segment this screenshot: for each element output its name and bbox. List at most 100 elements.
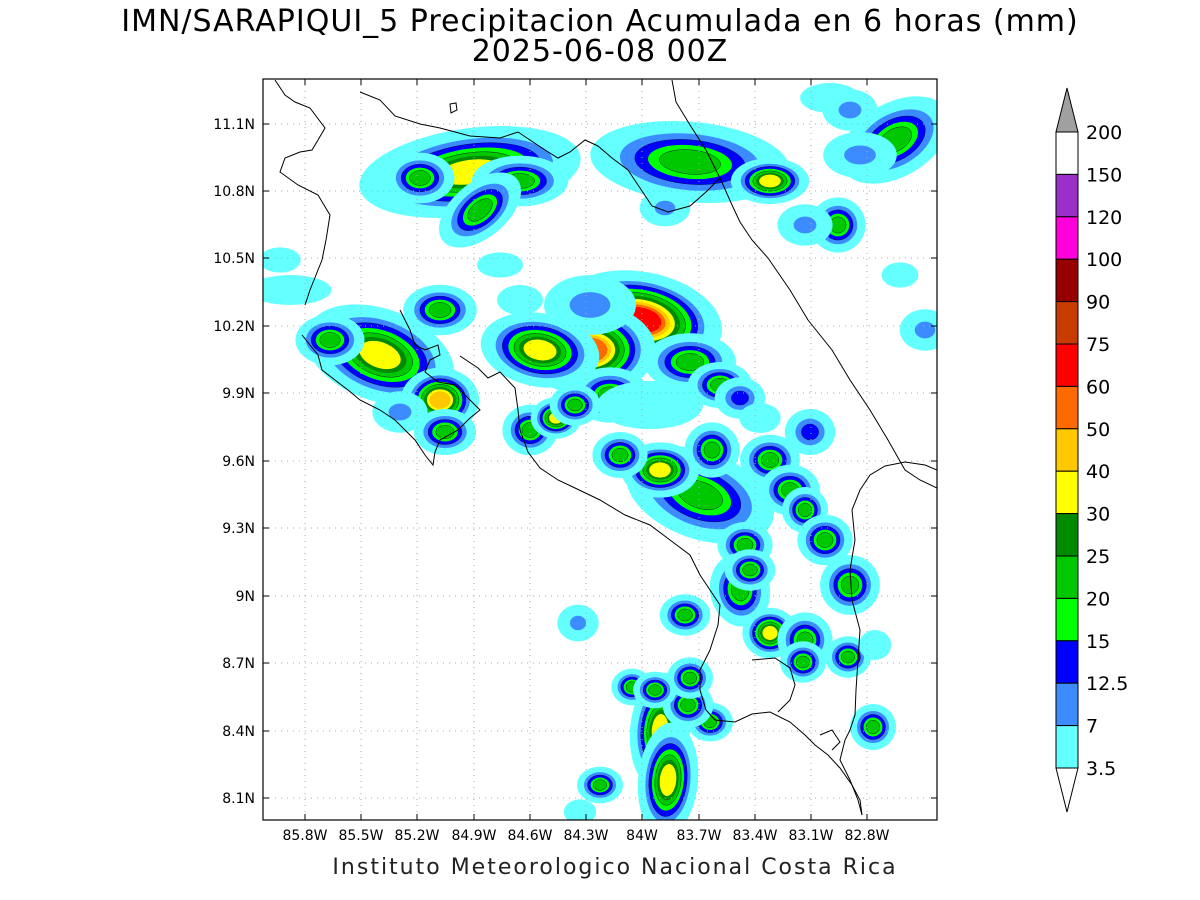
footer-credit: Instituto Meteorologico Nacional Costa R… (332, 855, 898, 880)
colorbar-under-arrow (1055, 767, 1079, 813)
precip-contour (858, 630, 892, 660)
chart-title: IMN/SARAPIQUI_5 Precipitacion Acumulada … (121, 4, 1079, 39)
precip-contour (569, 292, 611, 318)
precip-contour (683, 671, 697, 685)
precip-contour (648, 684, 662, 696)
precip-contour (429, 391, 451, 409)
precip-contour (428, 302, 452, 318)
precip-contour (840, 575, 860, 595)
colorbar-label: 50 (1086, 419, 1110, 441)
lon-tick-label: 85.5W (338, 828, 383, 844)
colorbar-label: 12.5 (1086, 673, 1128, 695)
colorbar-label: 30 (1086, 504, 1110, 526)
colorbar-label: 60 (1086, 376, 1110, 398)
precip-contour (567, 398, 583, 412)
map-gridlines (263, 79, 937, 820)
precip-contour (497, 285, 543, 315)
colorbar-label: 40 (1086, 461, 1110, 483)
colorbar-swatch (1055, 258, 1079, 303)
colorbar: 200 150 120 100 90 75 60 50 40 30 25 20 15 12.5 7 3.5 (1055, 87, 1128, 813)
map-frame (262, 78, 938, 821)
precip-contour (593, 779, 607, 791)
lat-tick-label: 9N (236, 589, 255, 605)
lat-tick-label: 8.1N (222, 791, 255, 807)
border-nicaragua-costa-rica (597, 145, 721, 213)
lat-tick-label: 9.3N (222, 521, 255, 537)
coastline-nicaragua-lake-shore (359, 91, 599, 159)
precip-contour (263, 247, 301, 273)
colorbar-swatch (1055, 470, 1079, 515)
precip-contour (467, 198, 493, 222)
colorbar-swatch (1055, 301, 1079, 345)
colorbar-label: 25 (1086, 546, 1110, 568)
lon-tick-label: 83.4W (732, 828, 777, 844)
lon-tick-label: 83.1W (788, 828, 833, 844)
isla-ometepe (449, 102, 458, 114)
lat-tick-label: 8.7N (222, 656, 255, 672)
chart-subtitle-date: 2025-06-08 00Z (471, 34, 729, 69)
colorbar-swatch (1055, 216, 1079, 260)
precip-contour (762, 626, 778, 640)
precip-contour (319, 332, 341, 348)
colorbar-label: 200 (1086, 122, 1122, 144)
precip-contour (649, 462, 671, 478)
longitude-axis: 85.8W 85.5W 85.2W 84.9W 84.6W 84.3W 84W 83.7W 83… (282, 79, 890, 844)
precip-contour (523, 339, 557, 361)
colorbar-label: 90 (1086, 292, 1110, 314)
coastline-caribbean (671, 79, 937, 489)
lon-tick-label: 84.3W (563, 828, 608, 844)
precip-contour (881, 262, 919, 288)
colorbar-swatch (1055, 131, 1079, 175)
precip-contour (841, 650, 855, 664)
precip-contour (844, 145, 876, 165)
colorbar-label: 3.5 (1086, 758, 1116, 780)
precip-contour (866, 720, 880, 734)
precip-contour (760, 452, 780, 468)
precip-contour (759, 174, 781, 188)
latitude-axis: 11.1N 10.8N 10.5N 10.2N 9.9N 9.6N 9.3N 9N 8.7N 8.… (213, 117, 937, 807)
coastline-nicaragua-north (274, 79, 331, 306)
precip-contour (263, 275, 332, 305)
precip-contour (796, 655, 810, 669)
lon-tick-label: 84.9W (451, 828, 496, 844)
precip-contour (793, 216, 817, 234)
colorbar-swatch (1055, 682, 1079, 727)
colorbar-swatch (1055, 513, 1079, 557)
precip-contour (801, 423, 819, 441)
colorbar-swatch (1055, 173, 1079, 218)
lat-tick-label: 9.6N (222, 454, 255, 470)
colorbar-label: 120 (1086, 207, 1122, 229)
colorbar-swatch (1055, 555, 1079, 599)
precipitation-fields (263, 83, 937, 820)
precip-contour (742, 563, 758, 577)
colorbar-label: 75 (1086, 334, 1110, 356)
lon-tick-label: 84.6W (507, 828, 552, 844)
lat-tick-label: 10.5N (213, 251, 255, 267)
lat-tick-label: 10.8N (213, 184, 255, 200)
lon-tick-label: 85.8W (282, 828, 327, 844)
lon-tick-label: 82.8W (844, 828, 889, 844)
colorbar-label: 150 (1086, 164, 1122, 186)
precip-contour (388, 403, 412, 421)
precip-contour (477, 252, 523, 278)
precip-contour (798, 503, 812, 517)
precip-contour (739, 403, 781, 433)
precip-contour (816, 532, 834, 548)
precip-contour (359, 340, 401, 370)
precip-contour (659, 149, 721, 175)
precip-contour (914, 321, 936, 339)
coastline-nicoya-peninsula (301, 309, 481, 467)
colorbar-swatch (1055, 725, 1079, 769)
lon-tick-label: 85.2W (394, 828, 439, 844)
precip-contour (597, 380, 703, 430)
coastline-osa-peninsula (751, 657, 796, 713)
lon-tick-label: 83.7W (676, 828, 721, 844)
precip-contour (569, 615, 587, 631)
lat-tick-label: 11.1N (213, 117, 255, 133)
lat-tick-label: 8.4N (222, 724, 255, 740)
lon-tick-label: 84W (626, 828, 658, 844)
colorbar-swatch (1055, 343, 1079, 387)
precip-contour (611, 448, 629, 462)
precip-contour (675, 353, 705, 371)
